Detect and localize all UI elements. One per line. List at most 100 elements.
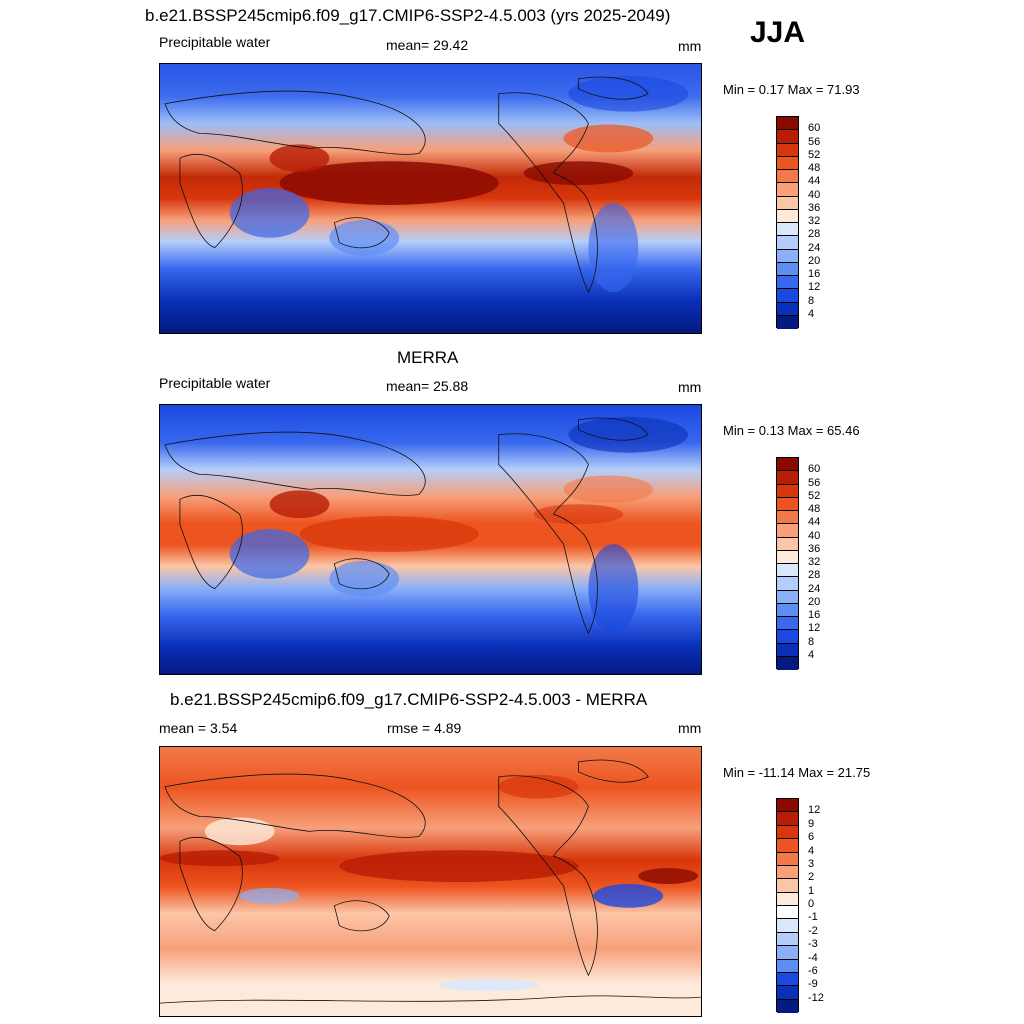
panel2-colorbar-swatch — [777, 577, 798, 591]
panel2-units-label: mm — [678, 379, 702, 395]
panel2-colorbar-swatch — [777, 564, 798, 578]
panel1-colorbar-swatch — [777, 315, 798, 329]
panel2-colorbar-swatch — [777, 630, 798, 644]
panel3-colorbar-tick-label: -6 — [808, 964, 818, 977]
panel1-colorbar-tick-label: 40 — [808, 188, 821, 201]
panel2-minmax: Min = 0.13 Max = 65.46 — [723, 423, 860, 438]
panel2-variable-label: Precipitable water — [159, 375, 271, 391]
panel3-colorbar-tick-label: -9 — [808, 978, 818, 991]
panel1-colorbar-tick-label: 12 — [808, 281, 821, 294]
panel3-colorbar-tick-label: 0 — [808, 898, 815, 910]
panel3-units-label: mm — [678, 720, 702, 736]
panel2-colorbar-tick-label: 28 — [808, 569, 821, 582]
panel3-colorbar — [776, 798, 799, 1013]
panel2-colorbar-tick-label: 4 — [808, 648, 815, 661]
panel2-colorbar-tick-label: 40 — [808, 529, 821, 542]
panel3-colorbar-tick-label: -1 — [808, 911, 818, 924]
panel1-colorbar-tick-label: 36 — [808, 201, 821, 214]
panel1-colorbar-swatch — [777, 130, 798, 144]
panel2-mean-label: mean= 25.88 — [386, 378, 469, 394]
panel3-colorbar-swatch — [777, 839, 798, 853]
panel1-colorbar-swatch — [777, 276, 798, 290]
panel3-colorbar-tick-label: 9 — [808, 817, 815, 830]
panel1-colorbar-tick-label: 4 — [808, 307, 815, 320]
panel1-colorbar-swatch — [777, 196, 798, 210]
panel3-rmse-label: rmse = 4.89 — [387, 720, 462, 736]
panel3-colorbar-swatch — [777, 932, 798, 947]
panel2-colorbar-tick-label: 8 — [808, 635, 815, 648]
panel1-colorbar-swatch — [777, 117, 798, 131]
panel1-colorbar-swatch — [777, 302, 798, 316]
panel1-colorbar-swatch — [777, 183, 798, 197]
panel2-colorbar-tick-label: 16 — [808, 609, 821, 621]
panel1-units-label: mm — [678, 38, 702, 54]
panel2-colorbar-tick-label: 24 — [808, 582, 821, 595]
panel1-colorbar-swatch — [777, 156, 798, 170]
panel1-title: b.e21.BSSP245cmip6.f09_g17.CMIP6-SSP2-4.… — [145, 6, 671, 25]
season-label: JJA — [750, 16, 806, 49]
panel2-colorbar-swatch — [777, 497, 798, 511]
panel1-colorbar-tick-label: 44 — [808, 175, 821, 188]
panel3-colorbar-tick-label: 3 — [808, 857, 815, 870]
panel2-colorbar-tick-label: 12 — [808, 622, 821, 635]
panel2-colorbar-swatch — [777, 511, 798, 525]
panel1-colorbar-swatch — [777, 223, 798, 237]
panel2-colorbar-swatch — [777, 603, 798, 617]
panel3-colorbar-tick-label: -4 — [808, 951, 818, 964]
panel3-colorbar-tick-label: 6 — [808, 831, 815, 844]
panel3-colorbar-swatch — [777, 865, 798, 880]
panel1-colorbar-tick-label: 32 — [808, 215, 821, 227]
panel3-colorbar-tick-label: 2 — [808, 871, 815, 884]
panel1-colorbar-swatch — [777, 170, 798, 184]
panel1-colorbar-swatch — [777, 262, 798, 276]
panel2-map — [159, 404, 702, 675]
panel2-colorbar-swatch — [777, 550, 798, 564]
panel3-colorbar-swatch — [777, 879, 798, 893]
panel1-colorbar-tick-label: 16 — [808, 268, 821, 280]
panel2-colorbar-swatch — [777, 484, 798, 498]
panel1-map — [159, 63, 702, 334]
panel2-colorbar-tick-label: 36 — [808, 542, 821, 555]
panel2-colorbar-tick-label: 44 — [808, 516, 821, 529]
panel2-colorbar-swatch — [777, 458, 798, 472]
panel1-colorbar-swatch — [777, 249, 798, 263]
panel3-colorbar-swatch — [777, 972, 798, 987]
panel3-map-field — [160, 747, 701, 1016]
panel1-colorbar-tick-label: 8 — [808, 294, 815, 307]
panel1-colorbar-swatch — [777, 143, 798, 157]
panel1-colorbar-swatch — [777, 209, 798, 223]
panel3-title: b.e21.BSSP245cmip6.f09_g17.CMIP6-SSP2-4.… — [170, 690, 648, 709]
panel2-colorbar-swatch — [777, 537, 798, 551]
panel3-colorbar-tick-label: 12 — [808, 804, 821, 817]
panel1-colorbar — [776, 116, 799, 329]
panel2-colorbar-tick-label: 32 — [808, 556, 821, 568]
panel3-colorbar-swatch — [777, 852, 798, 866]
panel1-mean-label: mean= 29.42 — [386, 37, 469, 53]
panel3-colorbar-tick-label: 1 — [808, 884, 815, 897]
panel1-colorbar-swatch — [777, 289, 798, 303]
panel1-colorbar-tick-label: 52 — [808, 148, 821, 161]
panel1-minmax: Min = 0.17 Max = 71.93 — [723, 82, 860, 97]
panel2-colorbar-tick-label: 56 — [808, 476, 821, 489]
panel1-colorbar-swatch — [777, 236, 798, 250]
panel3-colorbar-swatch — [777, 906, 798, 920]
panel2-colorbar-tick-label: 60 — [808, 463, 821, 476]
panel2-title: MERRA — [397, 348, 459, 367]
panel2-colorbar-swatch — [777, 656, 798, 670]
panel2-colorbar-tick-label: 20 — [808, 595, 821, 608]
panel2-colorbar-swatch — [777, 590, 798, 604]
panel3-colorbar-tick-label: 4 — [808, 844, 815, 857]
panel3-map — [159, 746, 702, 1017]
panel1-variable-label: Precipitable water — [159, 34, 271, 50]
panel3-colorbar-swatch — [777, 999, 798, 1013]
panel2-colorbar — [776, 457, 799, 670]
panel3-colorbar-swatch — [777, 946, 798, 960]
panel1-colorbar-tick-label: 56 — [808, 135, 821, 148]
panel3-minmax: Min = -11.14 Max = 21.75 — [723, 765, 871, 780]
panel2-colorbar-tick-label: 52 — [808, 489, 821, 502]
panel3-colorbar-swatch — [777, 825, 798, 840]
panel1-colorbar-tick-label: 48 — [808, 162, 821, 174]
panel1-colorbar-tick-label: 20 — [808, 254, 821, 267]
panel1-colorbar-tick-label: 28 — [808, 228, 821, 241]
panel2-colorbar-swatch — [777, 524, 798, 538]
